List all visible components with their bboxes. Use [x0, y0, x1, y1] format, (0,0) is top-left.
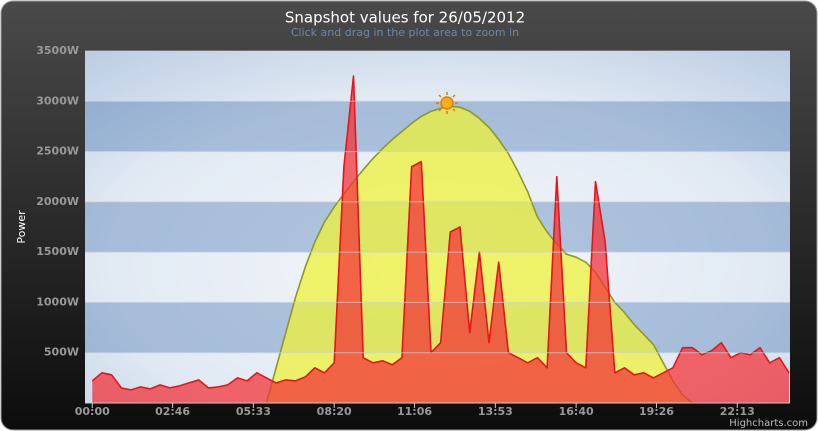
- series-line: [91, 75, 790, 391]
- y-tick-label: 2500W: [36, 145, 79, 158]
- x-tick-label: 02:46: [155, 405, 190, 418]
- y-tick-label: 500W: [44, 346, 79, 359]
- x-tick-label: 16:40: [559, 405, 594, 418]
- y-tick-label: 1000W: [36, 295, 79, 308]
- y-tick-label: 3000W: [36, 94, 79, 107]
- x-tick-label: 00:00: [75, 405, 110, 418]
- x-tick-label: 19:26: [639, 405, 674, 418]
- x-tick-label: 05:33: [236, 405, 271, 418]
- sun-icon: [436, 92, 458, 114]
- x-tick-label: 08:20: [317, 405, 352, 418]
- series-area: [92, 76, 790, 403]
- x-tick-label: 11:06: [397, 405, 432, 418]
- series-area: [92, 106, 789, 403]
- y-axis-title: Power: [15, 210, 28, 244]
- x-tick-label: 13:53: [478, 405, 513, 418]
- plot-band: [85, 51, 790, 102]
- y-tick-label: 1500W: [36, 245, 79, 258]
- y-tick-label: 2000W: [36, 195, 79, 208]
- y-tick-label: 3500W: [36, 44, 79, 57]
- chart-title: Snapshot values for 26/05/2012: [285, 9, 525, 27]
- x-tick-label: 22:13: [720, 405, 755, 418]
- chart-subtitle: Click and drag in the plot area to zoom …: [291, 26, 519, 39]
- credits: Highcharts.com: [729, 418, 808, 429]
